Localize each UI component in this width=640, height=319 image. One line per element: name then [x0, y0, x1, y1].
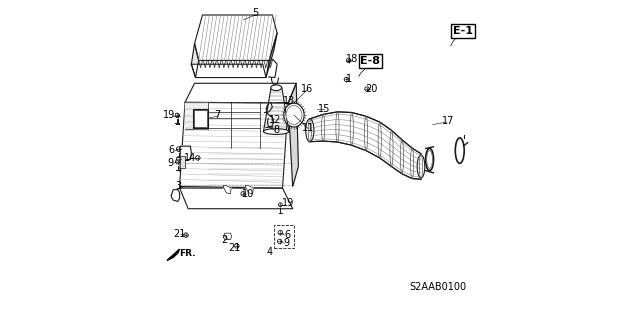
Text: 16: 16 [301, 84, 314, 94]
Circle shape [241, 192, 245, 196]
Ellipse shape [417, 155, 425, 178]
Polygon shape [193, 109, 208, 128]
Circle shape [195, 156, 200, 160]
Text: S2AAB0100: S2AAB0100 [409, 282, 466, 292]
Ellipse shape [264, 129, 289, 134]
Polygon shape [310, 112, 421, 179]
Text: 13: 13 [283, 96, 295, 106]
Circle shape [177, 147, 181, 151]
Circle shape [278, 239, 282, 244]
Polygon shape [172, 190, 180, 201]
Ellipse shape [426, 148, 433, 171]
Text: 7: 7 [214, 110, 221, 120]
Text: 12: 12 [269, 115, 281, 125]
Text: 2: 2 [221, 234, 228, 245]
Circle shape [177, 157, 181, 161]
Text: 14: 14 [184, 153, 196, 163]
Polygon shape [245, 186, 253, 194]
Polygon shape [167, 249, 180, 261]
Text: 11: 11 [302, 123, 314, 133]
Ellipse shape [306, 119, 314, 142]
Ellipse shape [286, 106, 302, 124]
Text: 6: 6 [168, 145, 175, 155]
Circle shape [177, 147, 180, 151]
Polygon shape [288, 83, 298, 187]
Polygon shape [191, 64, 266, 78]
Text: 19: 19 [282, 198, 294, 208]
Text: 9: 9 [284, 238, 290, 248]
Circle shape [175, 113, 179, 117]
Text: 19: 19 [163, 110, 175, 120]
Text: 21: 21 [228, 243, 241, 253]
Polygon shape [266, 33, 277, 78]
Text: 5: 5 [252, 8, 258, 19]
Text: 18: 18 [346, 55, 358, 64]
Ellipse shape [284, 103, 304, 127]
Circle shape [184, 233, 188, 237]
Polygon shape [223, 186, 231, 194]
Text: E-8: E-8 [360, 56, 380, 66]
Polygon shape [185, 102, 208, 129]
Polygon shape [180, 146, 191, 172]
Text: 8: 8 [273, 125, 279, 135]
Ellipse shape [271, 85, 282, 91]
Text: 3: 3 [175, 182, 182, 191]
Polygon shape [185, 83, 296, 103]
Text: 4: 4 [266, 247, 272, 256]
Circle shape [175, 160, 180, 164]
Circle shape [278, 230, 282, 235]
Text: 17: 17 [442, 116, 454, 126]
Text: 1: 1 [346, 74, 352, 85]
Polygon shape [180, 188, 292, 209]
Circle shape [344, 77, 349, 82]
Text: 6: 6 [285, 230, 291, 240]
Circle shape [176, 114, 180, 118]
Ellipse shape [427, 151, 433, 168]
Text: 20: 20 [365, 84, 378, 94]
Polygon shape [180, 156, 185, 168]
Ellipse shape [455, 138, 464, 163]
Polygon shape [223, 233, 232, 240]
Polygon shape [191, 44, 198, 78]
Text: 21: 21 [173, 229, 186, 239]
Circle shape [365, 87, 369, 91]
Polygon shape [180, 102, 288, 188]
Circle shape [346, 58, 351, 63]
Text: E-1: E-1 [453, 26, 473, 36]
Text: 10: 10 [241, 189, 253, 199]
Circle shape [235, 244, 239, 248]
Text: 15: 15 [318, 104, 330, 114]
Circle shape [278, 203, 282, 206]
Polygon shape [195, 15, 277, 60]
Text: 9: 9 [167, 158, 173, 168]
Text: FR.: FR. [179, 249, 195, 258]
